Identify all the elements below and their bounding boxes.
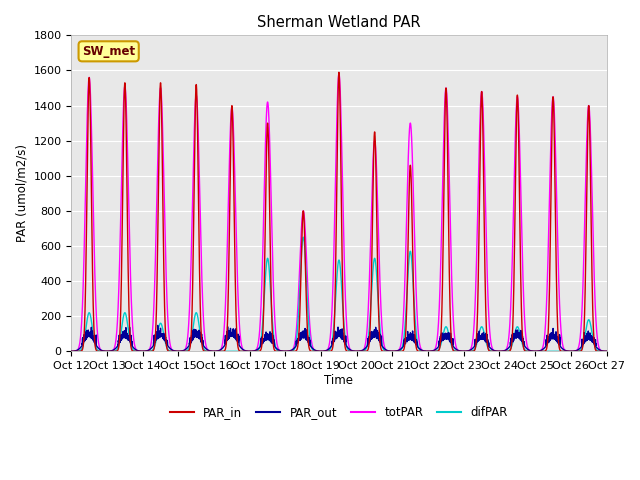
difPAR: [603, 348, 611, 354]
totPAR: [603, 348, 611, 354]
totPAR: [164, 311, 172, 316]
Text: SW_met: SW_met: [82, 45, 135, 58]
PAR_in: [335, 70, 343, 75]
PAR_in: [459, 348, 467, 354]
difPAR: [319, 348, 327, 354]
totPAR: [335, 71, 343, 77]
Legend: PAR_in, PAR_out, totPAR, difPAR: PAR_in, PAR_out, totPAR, difPAR: [165, 401, 513, 424]
difPAR: [164, 346, 172, 352]
difPAR: [602, 348, 610, 354]
totPAR: [319, 348, 326, 354]
Y-axis label: PAR (umol/m2/s): PAR (umol/m2/s): [15, 144, 28, 242]
X-axis label: Time: Time: [324, 374, 353, 387]
PAR_in: [319, 348, 326, 354]
PAR_in: [603, 348, 611, 354]
totPAR: [68, 348, 76, 354]
totPAR: [459, 348, 467, 354]
PAR_out: [68, 348, 76, 354]
PAR_out: [490, 347, 497, 353]
PAR_in: [429, 348, 437, 354]
PAR_out: [603, 348, 611, 354]
totPAR: [429, 348, 437, 354]
difPAR: [490, 348, 497, 354]
PAR_in: [490, 348, 497, 354]
Line: difPAR: difPAR: [72, 237, 607, 351]
PAR_in: [68, 348, 76, 354]
totPAR: [602, 348, 610, 354]
totPAR: [490, 347, 497, 353]
difPAR: [459, 348, 467, 354]
difPAR: [300, 234, 307, 240]
PAR_out: [164, 343, 172, 348]
Line: PAR_out: PAR_out: [72, 325, 607, 351]
PAR_in: [602, 348, 610, 354]
Title: Sherman Wetland PAR: Sherman Wetland PAR: [257, 15, 420, 30]
PAR_out: [319, 348, 327, 354]
PAR_in: [164, 347, 172, 353]
difPAR: [429, 348, 437, 354]
Line: PAR_in: PAR_in: [72, 72, 607, 351]
PAR_out: [602, 348, 610, 354]
PAR_out: [459, 348, 467, 354]
PAR_out: [429, 348, 437, 353]
Line: totPAR: totPAR: [72, 74, 607, 351]
difPAR: [68, 348, 76, 354]
PAR_out: [154, 323, 161, 328]
